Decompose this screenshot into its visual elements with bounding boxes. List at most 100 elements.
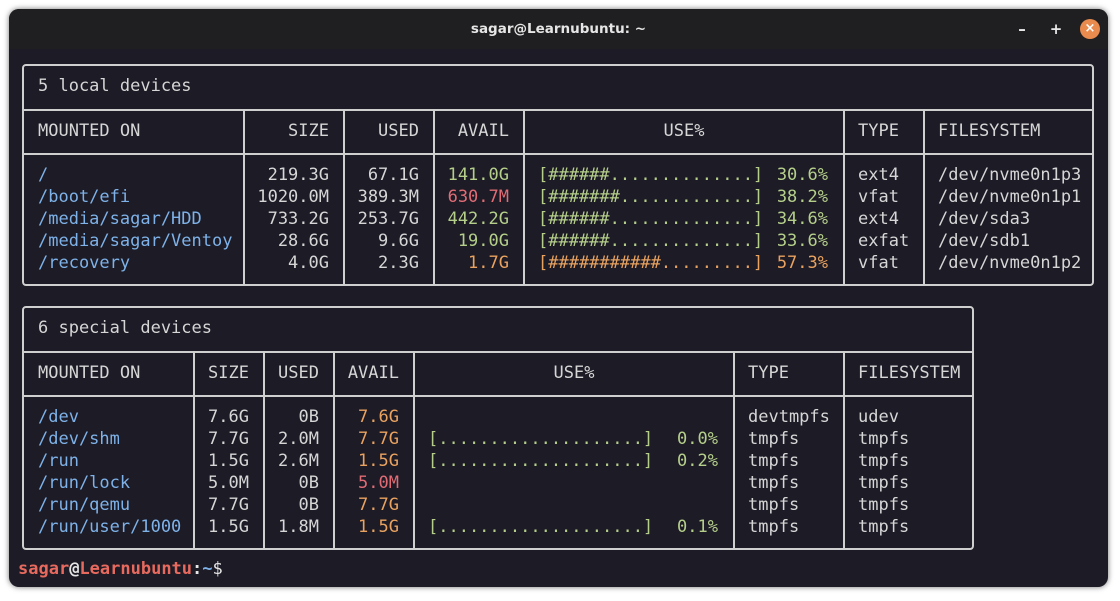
- terminal-window: sagar@Learnubuntu: ~ – + × 5 local devic…: [9, 9, 1108, 587]
- column-divider: [733, 351, 735, 548]
- usage-bar: [######..............]: [538, 231, 764, 251]
- usage-percent: 38.2%: [776, 187, 828, 207]
- header-filesystem: FILESYSTEM: [938, 121, 1041, 141]
- avail-value: 1.7G: [468, 253, 509, 273]
- prompt-at: @: [69, 559, 80, 579]
- header-avail: AVAIL: [347, 363, 399, 383]
- avail-value: 7.7G: [358, 429, 399, 449]
- divider: [24, 351, 972, 353]
- header-size: SIZE: [288, 121, 329, 141]
- usage-percent: 0.1%: [677, 517, 718, 537]
- type-value: vfat: [858, 253, 899, 273]
- divider: [24, 109, 1092, 111]
- column-divider: [433, 109, 435, 284]
- window-title: sagar@Learnubuntu: ~: [470, 21, 647, 37]
- column-divider: [923, 109, 925, 284]
- used-value: 9.6G: [378, 231, 419, 251]
- filesystem-value: /dev/nvme0n1p1: [938, 187, 1082, 207]
- special-devices-panel: 6 special devices MOUNTED ON SIZE USED A…: [22, 306, 974, 550]
- used-value: 2.6M: [278, 451, 319, 471]
- shell-prompt[interactable]: sagar@Learnubuntu:~$: [18, 559, 223, 579]
- used-value: 0B: [298, 495, 319, 515]
- divider: [24, 395, 972, 397]
- used-value: 0B: [298, 407, 319, 427]
- column-divider: [343, 109, 345, 284]
- size-value: 4.0G: [288, 253, 329, 273]
- header-avail: AVAIL: [457, 121, 509, 141]
- filesystem-value: udev: [858, 407, 899, 427]
- prompt-path: ~: [202, 559, 213, 579]
- filesystem-value: tmpfs: [858, 517, 910, 537]
- header-use-percent: USE%: [663, 121, 705, 141]
- title-bar[interactable]: sagar@Learnubuntu: ~ – + ×: [9, 9, 1108, 49]
- usage-percent: 0.0%: [677, 429, 718, 449]
- size-value: 28.6G: [277, 231, 329, 251]
- prompt-user: sagar: [18, 559, 70, 579]
- size-value: 1.5G: [208, 517, 249, 537]
- prompt-dollar: $: [212, 559, 223, 579]
- header-mounted-on: MOUNTED ON: [38, 121, 141, 141]
- header-use-percent: USE%: [553, 363, 595, 383]
- type-value: ext4: [858, 209, 899, 229]
- type-value: devtmpfs: [748, 407, 830, 427]
- mount-point: /boot/efi: [38, 187, 131, 207]
- avail-value: 141.0G: [447, 165, 509, 185]
- usage-bar: [###########.........]: [538, 253, 764, 273]
- mount-point: /run: [38, 451, 79, 471]
- header-filesystem: FILESYSTEM: [858, 363, 961, 383]
- type-value: tmpfs: [748, 495, 800, 515]
- avail-value: 7.7G: [358, 495, 399, 515]
- avail-value: 19.0G: [457, 231, 509, 251]
- size-value: 7.6G: [208, 407, 249, 427]
- size-value: 219.3G: [267, 165, 329, 185]
- used-value: 389.3M: [357, 187, 419, 207]
- avail-value: 442.2G: [447, 209, 509, 229]
- used-value: 0B: [298, 473, 319, 493]
- size-value: 733.2G: [267, 209, 329, 229]
- type-value: tmpfs: [748, 517, 800, 537]
- column-divider: [843, 351, 845, 548]
- header-size: SIZE: [208, 363, 249, 383]
- filesystem-value: tmpfs: [858, 473, 910, 493]
- divider: [24, 153, 1092, 155]
- avail-value: 1.5G: [358, 517, 399, 537]
- header-type: TYPE: [858, 121, 899, 141]
- used-value: 253.7G: [357, 209, 419, 229]
- usage-bar: [######..............]: [538, 209, 764, 229]
- usage-bar: [######..............]: [538, 165, 764, 185]
- size-value: 7.7G: [208, 429, 249, 449]
- type-value: tmpfs: [748, 473, 800, 493]
- header-type: TYPE: [748, 363, 789, 383]
- usage-bar: [#######.............]: [538, 187, 764, 207]
- avail-value: 630.7M: [447, 187, 509, 207]
- type-value: vfat: [858, 187, 899, 207]
- used-value: 2.3G: [378, 253, 419, 273]
- type-value: tmpfs: [748, 451, 800, 471]
- header-used: USED: [278, 363, 319, 383]
- size-value: 7.7G: [208, 495, 249, 515]
- maximize-icon[interactable]: +: [1049, 20, 1063, 38]
- used-value: 67.1G: [367, 165, 419, 185]
- size-value: 1020.0M: [257, 187, 329, 207]
- usage-percent: 57.3%: [776, 253, 828, 273]
- filesystem-value: /dev/nvme0n1p2: [938, 253, 1082, 273]
- filesystem-value: /dev/nvme0n1p3: [938, 165, 1082, 185]
- filesystem-value: tmpfs: [858, 495, 910, 515]
- usage-bar: [....................]: [428, 451, 654, 471]
- used-value: 2.0M: [278, 429, 319, 449]
- usage-bar: [....................]: [428, 429, 654, 449]
- prompt-colon: :: [192, 559, 203, 579]
- mount-point: /run/qemu: [38, 495, 131, 515]
- usage-percent: 33.6%: [776, 231, 828, 251]
- size-value: 1.5G: [208, 451, 249, 471]
- filesystem-value: /dev/sda3: [938, 209, 1031, 229]
- column-divider: [843, 109, 845, 284]
- mount-point: /media/sagar/Ventoy: [38, 231, 233, 251]
- mount-point: /media/sagar/HDD: [38, 209, 202, 229]
- usage-percent: 0.2%: [677, 451, 718, 471]
- column-divider: [333, 351, 335, 548]
- minimize-icon[interactable]: –: [1018, 20, 1026, 38]
- close-icon[interactable]: ×: [1080, 19, 1100, 39]
- mount-point: /run/lock: [38, 473, 131, 493]
- header-mounted-on: MOUNTED ON: [38, 363, 141, 383]
